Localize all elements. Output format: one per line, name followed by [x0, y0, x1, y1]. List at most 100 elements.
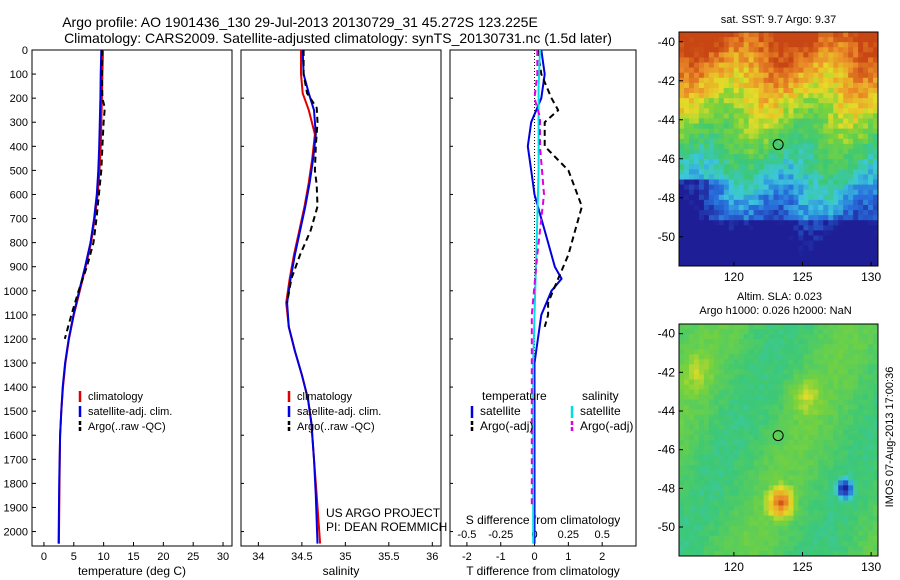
map-cell [713, 490, 720, 497]
map-cell [723, 189, 730, 196]
map-cell [773, 354, 780, 360]
map-cell [828, 505, 834, 512]
map-cell [853, 404, 859, 411]
map-cell [753, 174, 760, 181]
map-cell [738, 535, 745, 542]
map-cell [823, 32, 829, 38]
map-cell [798, 235, 804, 242]
map-cell [763, 245, 770, 252]
map-cell [818, 505, 824, 512]
map-cell [718, 535, 725, 542]
map-cell [758, 93, 765, 99]
map-cell [828, 399, 834, 406]
map-cell [803, 138, 809, 145]
map-cell [738, 118, 745, 125]
map-cell [778, 414, 785, 421]
map-cell [813, 72, 819, 79]
map-cell [858, 344, 864, 350]
map-cell [708, 77, 715, 84]
map-cell [873, 138, 878, 145]
map-cell [818, 490, 824, 497]
map-cell [863, 87, 869, 94]
map-cell [798, 204, 804, 211]
map-cell [743, 424, 750, 431]
map-cell [738, 138, 745, 145]
map-cell [803, 113, 809, 120]
map-cell [753, 108, 760, 114]
map-cell [863, 98, 869, 104]
map-cell [763, 424, 770, 431]
map-cell [773, 339, 780, 345]
map-cell [783, 189, 790, 196]
map-cell [868, 445, 874, 451]
map-cell [718, 404, 725, 411]
map-cell [758, 72, 765, 79]
map-cell [768, 339, 775, 345]
map-cell [773, 364, 780, 370]
map-cell [713, 510, 720, 517]
map-cell [683, 349, 690, 355]
map-cell [828, 354, 834, 360]
map-cell [693, 67, 700, 74]
map-cell [788, 445, 795, 451]
map-cell [848, 500, 854, 507]
map-cell [863, 72, 869, 79]
map-cell [733, 374, 740, 381]
map-cell [708, 334, 715, 340]
map-cell [713, 429, 720, 436]
map-cell [778, 399, 785, 406]
map-cell [778, 379, 785, 386]
map-cell [868, 98, 874, 104]
map-cell [738, 210, 745, 216]
map-cell [803, 87, 809, 94]
map-cell [688, 414, 695, 421]
map-cell [783, 32, 790, 38]
map-cell [803, 530, 809, 537]
map-cell [768, 250, 775, 257]
map-cell [843, 42, 849, 48]
map-cell [738, 128, 745, 135]
map-cell [679, 550, 685, 556]
map-cell [679, 409, 685, 416]
map-cell [828, 434, 834, 441]
map-cell [803, 47, 809, 53]
map-cell [803, 460, 809, 466]
map-cell [868, 174, 874, 181]
map-cell [778, 344, 785, 350]
map-cell [843, 138, 849, 145]
map-cell [773, 460, 780, 466]
map-cell [868, 334, 874, 340]
map-cell [713, 184, 720, 191]
map-cell [853, 455, 859, 461]
map-cell [713, 550, 720, 556]
map-cell [743, 399, 750, 406]
map-cell [748, 389, 755, 396]
map-cell [763, 440, 770, 446]
map-cell [808, 349, 814, 355]
series-line-1 [57, 49, 103, 544]
map-cell [763, 255, 770, 262]
map-cell [708, 159, 715, 165]
map-cell [863, 424, 869, 431]
map-cell [813, 535, 819, 542]
map-cell [723, 184, 730, 191]
map-cell [723, 480, 730, 486]
map-cell [818, 359, 824, 365]
map-cell [679, 545, 685, 552]
map-cell [768, 419, 775, 426]
map-cell [708, 108, 715, 114]
map-cell [873, 57, 878, 64]
map-cell [713, 434, 720, 441]
map-cell [748, 133, 755, 140]
map-cell [679, 98, 685, 104]
map-cell [863, 329, 869, 335]
map-cell [858, 93, 864, 99]
map-cell [738, 495, 745, 502]
map-cell [858, 329, 864, 335]
map-cell [723, 118, 730, 125]
map-cell [873, 220, 878, 226]
map-cell [763, 480, 770, 486]
map-cell [808, 250, 814, 257]
map-cell [698, 535, 705, 542]
map-cell [743, 98, 750, 104]
